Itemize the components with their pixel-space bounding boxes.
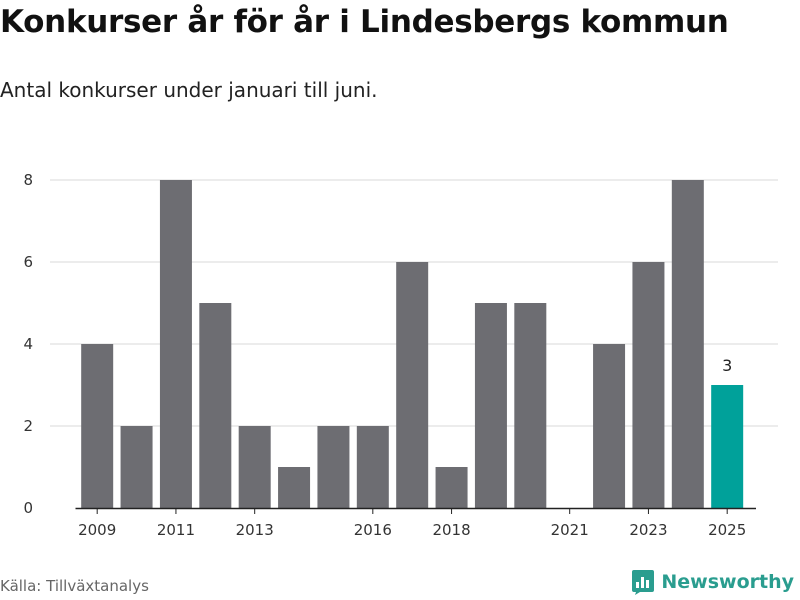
y-tick-label: 2 bbox=[23, 417, 33, 435]
bar bbox=[632, 262, 665, 508]
bar bbox=[199, 303, 232, 508]
bar bbox=[238, 426, 271, 508]
x-tick-label: 2023 bbox=[629, 521, 667, 539]
bar-highlight bbox=[711, 385, 744, 508]
x-tick-label: 2009 bbox=[78, 521, 116, 539]
y-tick-label: 0 bbox=[23, 499, 33, 517]
brand-logo: Newsworthy bbox=[631, 568, 794, 596]
y-tick-label: 4 bbox=[23, 335, 33, 353]
bar bbox=[317, 426, 350, 508]
bar bbox=[81, 344, 114, 508]
bar bbox=[593, 344, 626, 508]
x-tick-label: 2021 bbox=[551, 521, 589, 539]
bar bbox=[159, 180, 192, 508]
bar bbox=[435, 467, 468, 508]
bar bbox=[396, 262, 429, 508]
bar bbox=[514, 303, 547, 508]
y-tick-label: 8 bbox=[23, 171, 33, 189]
y-tick-label: 6 bbox=[23, 253, 33, 271]
chart-title: Konkurser år för år i Lindesbergs kommun bbox=[0, 4, 729, 40]
x-tick-label: 2025 bbox=[708, 521, 746, 539]
x-tick-label: 2011 bbox=[157, 521, 195, 539]
x-tick-label: 2013 bbox=[236, 521, 274, 539]
data-label: 3 bbox=[722, 356, 732, 375]
chart-subtitle: Antal konkurser under januari till juni. bbox=[0, 78, 378, 102]
bar bbox=[120, 426, 153, 508]
bar bbox=[278, 467, 311, 508]
x-tick-label: 2018 bbox=[432, 521, 470, 539]
newsworthy-logo-icon bbox=[632, 570, 655, 595]
bar bbox=[474, 303, 507, 508]
x-tick-label: 2016 bbox=[354, 521, 392, 539]
bar bbox=[671, 180, 704, 508]
bar bbox=[356, 426, 389, 508]
brand-name: Newsworthy bbox=[661, 571, 794, 593]
source-note: Källa: Tillväxtanalys bbox=[0, 577, 149, 595]
